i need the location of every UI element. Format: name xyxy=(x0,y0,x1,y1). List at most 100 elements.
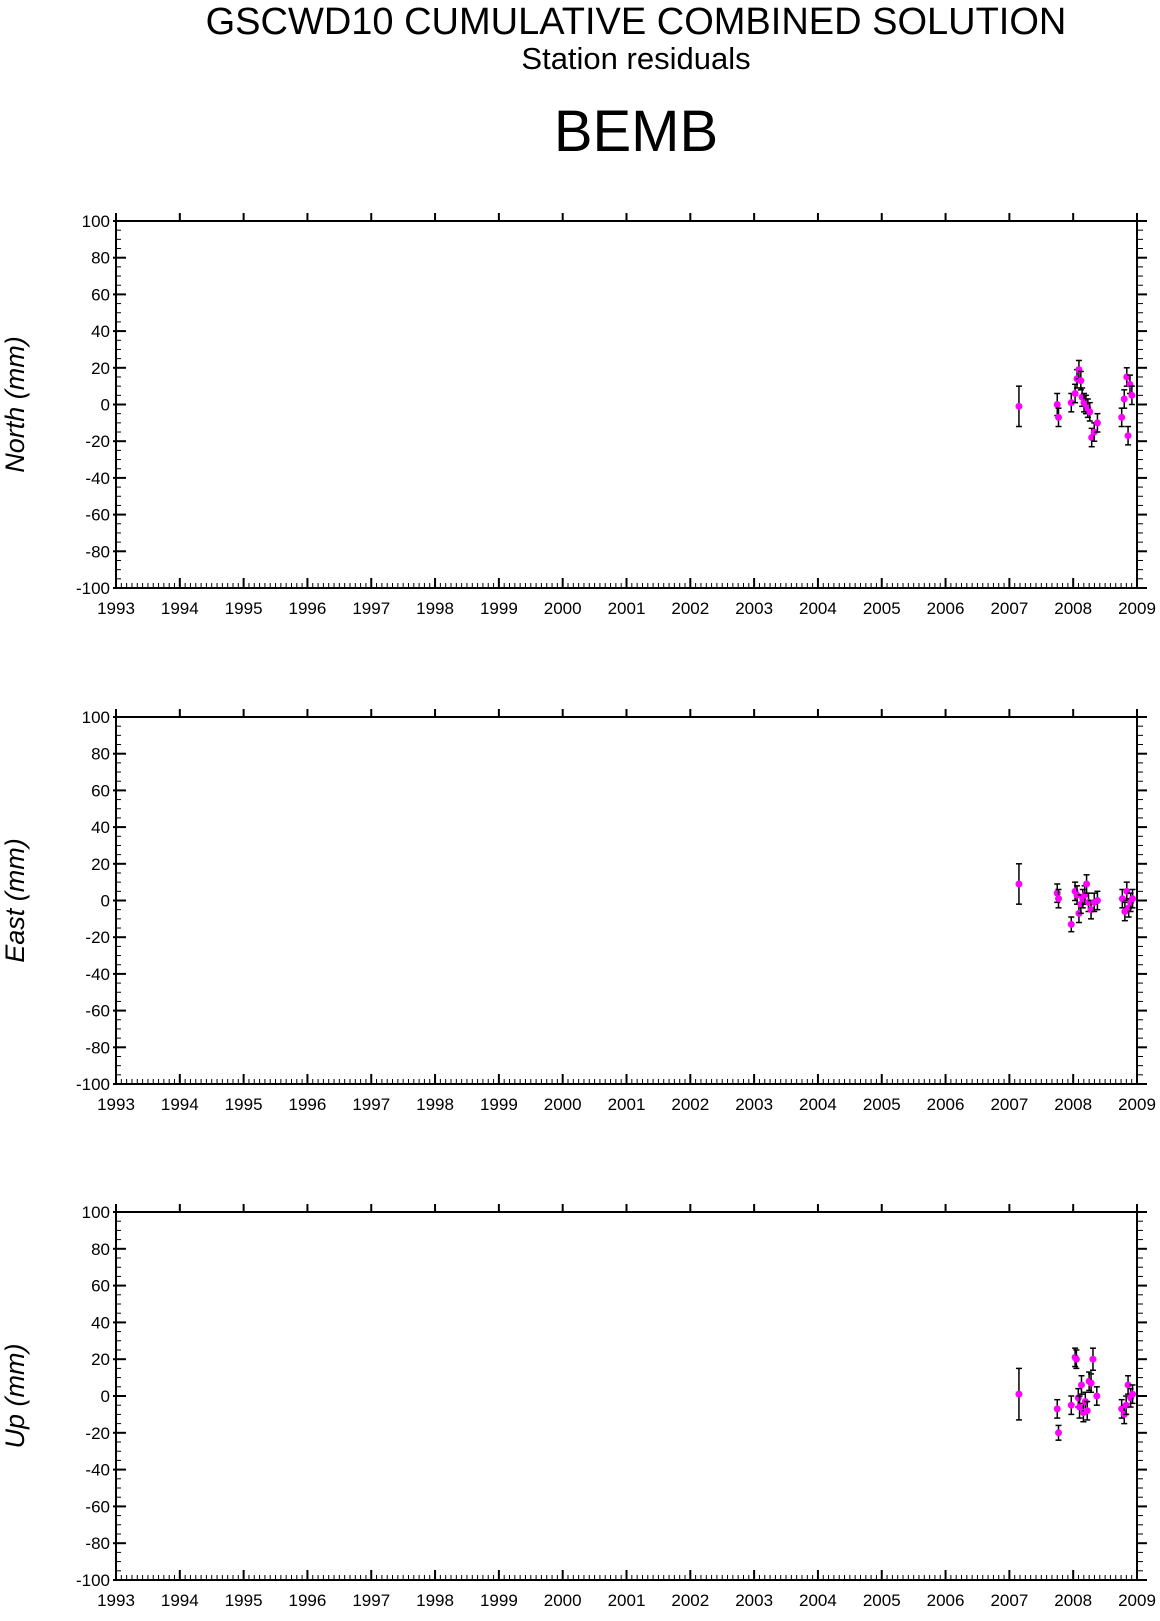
y-tick-label: -60 xyxy=(85,1497,110,1516)
data-marker xyxy=(1067,399,1075,407)
x-tick-label: 1998 xyxy=(416,1095,454,1114)
data-marker xyxy=(1015,402,1023,410)
x-tick-label: 2002 xyxy=(671,599,709,618)
x-tick-label: 2001 xyxy=(608,1095,646,1114)
data-marker xyxy=(1055,1429,1063,1437)
data-marker xyxy=(1055,413,1063,421)
y-tick-label: 80 xyxy=(91,745,110,764)
data-marker xyxy=(1015,880,1023,888)
data-point xyxy=(1055,888,1063,909)
x-tick-label: 1997 xyxy=(352,1095,390,1114)
data-point xyxy=(1086,401,1094,422)
data-point xyxy=(1053,1398,1061,1419)
north-y-axis-label: North (mm) xyxy=(0,336,30,473)
x-tick-label: 2003 xyxy=(735,1591,773,1610)
y-tick-label: -60 xyxy=(85,506,110,525)
x-tick-label: 2002 xyxy=(671,1591,709,1610)
data-point xyxy=(1120,389,1128,409)
data-point xyxy=(1067,1395,1075,1416)
x-tick-label: 1996 xyxy=(289,1591,327,1610)
data-point xyxy=(1129,1384,1137,1405)
y-tick-label: -20 xyxy=(85,928,110,947)
x-tick-label: 2000 xyxy=(544,1591,582,1610)
data-point xyxy=(1053,392,1061,417)
data-marker xyxy=(1073,891,1081,899)
x-tick-label: 1998 xyxy=(416,599,454,618)
y-tick-label: 60 xyxy=(91,285,110,304)
x-tick-label: 2007 xyxy=(990,1591,1028,1610)
x-tick-label: 2005 xyxy=(863,599,901,618)
data-point xyxy=(1067,916,1075,933)
up-panel: 1993 1994 1995 1996 1997 1998 1999 2000 2001 2002… xyxy=(0,1203,1156,1610)
x-tick-label: 2002 xyxy=(671,1095,709,1114)
x-tick-label: 2006 xyxy=(927,1095,965,1114)
y-tick-label: 100 xyxy=(82,1203,110,1222)
x-tick-label: 1993 xyxy=(97,1591,135,1610)
data-marker xyxy=(1118,413,1126,421)
data-point xyxy=(1072,1349,1080,1370)
y-tick-label: -40 xyxy=(85,965,110,984)
x-tick-label: 1999 xyxy=(480,599,518,618)
x-tick-label: 1998 xyxy=(416,1591,454,1610)
y-tick-label: 0 xyxy=(101,1387,110,1406)
y-tick-label: 40 xyxy=(91,818,110,837)
east-y-axis-label: East (mm) xyxy=(0,838,30,963)
chart-subtitle: Station residuals xyxy=(521,41,751,76)
data-point xyxy=(1055,1424,1063,1441)
x-tick-label: 2008 xyxy=(1054,1591,1092,1610)
data-point xyxy=(1118,407,1126,428)
x-tick-label: 2008 xyxy=(1054,599,1092,618)
x-tick-label: 2004 xyxy=(799,1591,837,1610)
x-tick-label: 1994 xyxy=(161,1591,199,1610)
data-point xyxy=(1015,1367,1023,1421)
data-marker xyxy=(1088,434,1096,442)
data-marker xyxy=(1089,1355,1097,1363)
data-marker xyxy=(1086,408,1094,416)
y-tick-label: -40 xyxy=(85,1461,110,1480)
data-marker xyxy=(1077,1381,1085,1389)
y-tick-label: -100 xyxy=(76,1571,110,1590)
x-tick-label: 1995 xyxy=(225,1095,263,1114)
x-tick-label: 2008 xyxy=(1054,1095,1092,1114)
x-tick-label: 1995 xyxy=(225,599,263,618)
data-marker xyxy=(1093,1392,1101,1400)
y-tick-label: 100 xyxy=(82,212,110,231)
data-marker xyxy=(1124,432,1132,440)
y-tick-label: 20 xyxy=(91,1350,110,1369)
data-point xyxy=(1090,422,1098,442)
data-marker xyxy=(1093,897,1101,904)
x-tick-label: 2006 xyxy=(927,599,965,618)
data-marker xyxy=(1120,395,1128,403)
x-tick-label: 2009 xyxy=(1118,599,1156,618)
data-marker xyxy=(1090,428,1098,436)
data-point xyxy=(1093,412,1101,433)
y-tick-label: -20 xyxy=(85,1424,110,1443)
data-marker xyxy=(1077,377,1085,385)
data-marker xyxy=(1087,1379,1095,1387)
x-tick-label: 2001 xyxy=(608,1591,646,1610)
data-point xyxy=(1093,1386,1101,1406)
data-marker xyxy=(1124,1381,1132,1389)
x-tick-label: 2009 xyxy=(1118,1591,1156,1610)
y-tick-label: 100 xyxy=(82,708,110,727)
y-tick-label: -100 xyxy=(76,579,110,598)
data-marker xyxy=(1015,1390,1023,1398)
x-tick-label: 1997 xyxy=(352,1591,390,1610)
data-marker xyxy=(1129,1390,1137,1398)
chart-title: GSCWD10 CUMULATIVE COMBINED SOLUTION xyxy=(205,1,1067,43)
x-tick-label: 1996 xyxy=(289,1095,327,1114)
x-tick-label: 2003 xyxy=(735,1095,773,1114)
up-plot-frame xyxy=(115,1211,1138,1581)
x-tick-label: 1997 xyxy=(352,599,390,618)
data-point xyxy=(1129,888,1137,909)
y-tick-label: 80 xyxy=(91,1240,110,1259)
x-tick-label: 2007 xyxy=(990,599,1028,618)
x-tick-label: 1994 xyxy=(161,599,199,618)
y-tick-label: 20 xyxy=(91,359,110,378)
x-tick-label: 2005 xyxy=(863,1591,901,1610)
up-y-axis-label: Up (mm) xyxy=(0,1344,30,1449)
data-marker xyxy=(1053,1405,1061,1413)
data-marker xyxy=(1072,1355,1080,1363)
data-point xyxy=(1015,385,1023,428)
